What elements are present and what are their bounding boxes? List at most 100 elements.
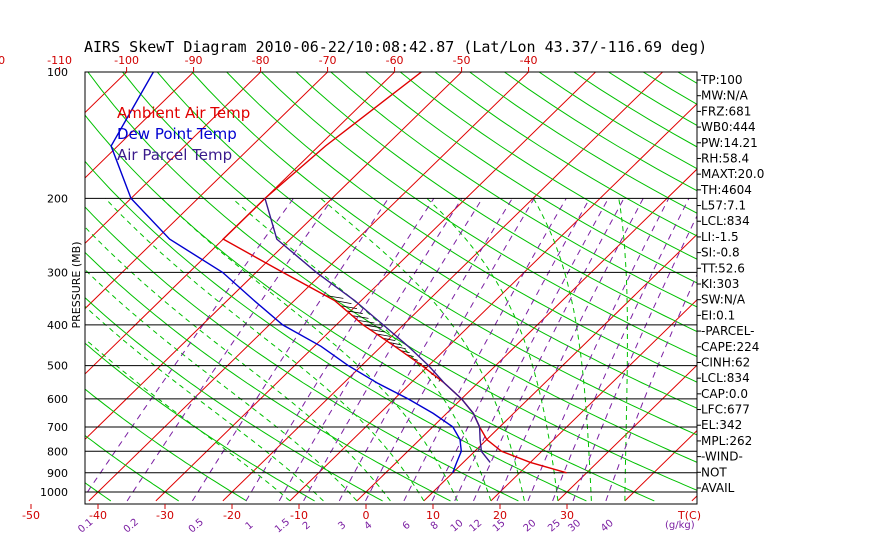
mixing-ratio-line (527, 198, 670, 502)
profile-lines (110, 72, 567, 474)
cape-hatch-line (369, 328, 386, 333)
index-label: LFC:677 (701, 403, 750, 417)
mixing-ratio-line (605, 273, 697, 502)
temp-tick-label: 10 (426, 509, 440, 522)
moist-adiabat-line (320, 198, 525, 502)
index-label: LCL:834 (701, 214, 750, 228)
mixing-ratio-label: 40 (599, 518, 616, 535)
mixing-ratio-label: 10 (449, 518, 466, 535)
isotherm-line (0, 63, 69, 501)
dry-adiabat-line (85, 296, 383, 502)
pressure-tick-label: 600 (47, 393, 68, 406)
index-label: MW:N/A (701, 89, 749, 103)
index-label: CINH:62 (701, 355, 750, 369)
isotherm-line (289, 103, 697, 502)
moist-adiabat-line (231, 198, 492, 502)
dry-adiabat-line (85, 160, 587, 502)
dry-adiabat-line (295, 72, 697, 333)
dry-adiabat-line (85, 388, 247, 502)
cape-hatch-line (334, 300, 352, 305)
index-label: FRZ:681 (701, 104, 751, 118)
index-label: AVAIL (701, 481, 735, 495)
mixing-ratio-line (496, 198, 644, 502)
isotherm-line (356, 168, 697, 502)
mixing-ratio-line (245, 198, 435, 502)
index-label: PW:14.21 (701, 136, 758, 150)
legend-entry: Dew Point Temp (117, 125, 237, 143)
index-label: KI:303 (701, 277, 739, 291)
legend-entry: Ambient Air Temp (117, 104, 250, 122)
temp-tick-label: 20 (493, 509, 507, 522)
isotherm-line (88, 72, 530, 502)
isotherm-line (85, 72, 329, 310)
moist-adiabat-line (161, 198, 458, 502)
pressure-tick-label: 200 (47, 192, 68, 205)
dry-adiabat-line (817, 72, 870, 501)
top-temp-tick-label: -120 (0, 54, 5, 67)
moist-adiabat-line (85, 226, 391, 502)
temp-tick-label: -30 (156, 509, 174, 522)
top-temp-tick-label: -80 (252, 54, 270, 67)
top-temp-tick-label: -60 (386, 54, 404, 67)
mixing-ratio-label: 0.5 (187, 517, 206, 536)
cape-hatch-line (351, 315, 369, 319)
dry-adiabat-line (399, 72, 697, 260)
pressure-tick-label: 700 (47, 421, 68, 434)
dry-adiabat-line (85, 482, 112, 502)
index-label: EL:342 (701, 418, 742, 432)
moist-adiabat-line (618, 198, 628, 501)
mixing-ratio-label: 1 (244, 520, 256, 533)
mixing-ratio-label: 8 (429, 520, 441, 533)
dry-adiabat-line (85, 114, 655, 502)
index-label: CAPE:224 (701, 340, 759, 354)
index-label: EI:0.1 (701, 308, 735, 322)
legend: Ambient Air Temp Dew Point Temp Air Parcel… (117, 104, 250, 164)
isotherm-line (490, 299, 697, 502)
moist-adiabat-line (85, 305, 324, 502)
parcel-temp-line (264, 198, 491, 463)
chart-title: AIRS SkewT Diagram 2010-06-22/10:08:42.8… (84, 38, 707, 56)
cape-hatch-line (357, 319, 375, 324)
index-label: MPL:262 (701, 434, 752, 448)
dry-adiabat-line (782, 72, 870, 501)
plot-frame (84, 71, 698, 505)
mixing-ratio-label: 12 (467, 518, 484, 535)
cape-hatch-line (345, 310, 363, 314)
index-label: -PARCEL- (701, 324, 755, 338)
index-label: WB0:444 (701, 120, 756, 134)
temp-tick-label: -40 (89, 509, 107, 522)
top-temp-tick-label: -100 (114, 54, 139, 67)
x-axis-label: T(C) (677, 509, 701, 522)
dew-point-line (110, 72, 463, 474)
top-temp-tick-label: -70 (319, 54, 337, 67)
index-label: LCL:834 (701, 371, 750, 385)
pressure-tick-label: 900 (47, 467, 68, 480)
pressure-tick-label: 500 (47, 360, 68, 373)
isotherm-line (222, 72, 664, 502)
mixing-ratio-label: 20 (522, 518, 539, 535)
index-label: L57:7.1 (701, 199, 746, 213)
background-lines (0, 63, 870, 502)
index-label: MAXT:20.0 (701, 167, 764, 181)
index-label: -WIND- (701, 450, 743, 464)
top-temp-tick-label: -90 (185, 54, 203, 67)
dry-adiabat-line (365, 72, 697, 284)
dry-adiabat-line (85, 434, 179, 502)
mixing-ratio-label: 2 (301, 520, 313, 533)
dry-adiabat-line (156, 72, 697, 436)
moist-adiabat-line (85, 338, 291, 502)
moist-adiabat-line (85, 268, 358, 502)
mixing-ratio-line (473, 198, 625, 502)
mixing-ratio-line (572, 214, 697, 502)
pressure-tick-label: 300 (47, 266, 68, 279)
dry-adiabat-line (261, 72, 697, 358)
index-label: LI:-1.5 (701, 230, 739, 244)
isotherm-line (85, 72, 262, 244)
dry-adiabat-line (330, 72, 697, 308)
dry-adiabat-line (0, 72, 43, 501)
dry-adiabat-line (85, 251, 451, 502)
mixing-ratio-line (85, 198, 294, 497)
index-label: TT:52.6 (700, 261, 745, 275)
